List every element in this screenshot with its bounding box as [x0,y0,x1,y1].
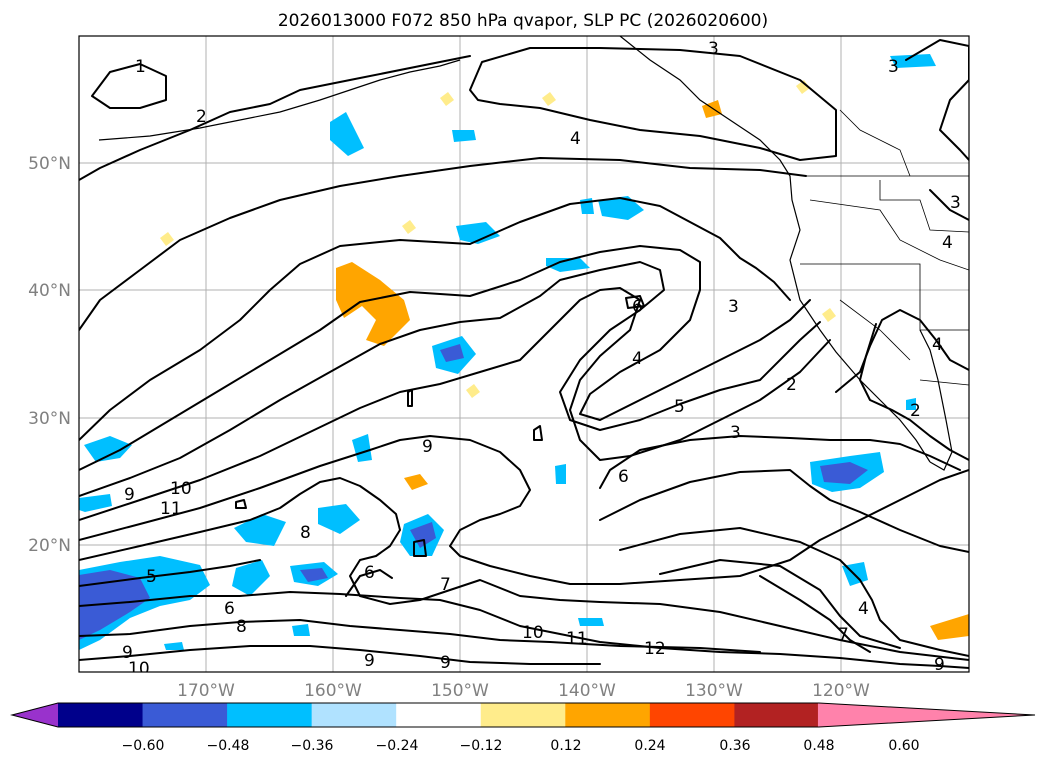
colorbar-extend-max [817,703,1035,727]
contour-label: 3 [888,57,899,77]
contour-label: 9 [122,643,133,663]
contour-label: 6 [618,467,629,487]
colorbar-segment [311,703,397,727]
contour-label: 2 [910,401,921,421]
lon-label: 160°W [304,681,362,701]
colorbar-tick: 0.24 [634,738,665,754]
colorbar-tick: −0.60 [122,738,165,754]
contour-label: 4 [570,129,581,149]
contour-label: 11 [160,499,182,519]
contour-label: 3 [730,423,741,443]
colorbar-extend-min [12,703,59,727]
colorbar-tick: 0.60 [888,738,919,754]
lon-label: 150°W [431,681,489,701]
colorbar-tick: 0.48 [803,738,834,754]
qvapor-shading [79,54,969,650]
colorbar-segment [58,703,144,727]
slp-contours [79,39,969,669]
contour-label: 9 [124,485,135,505]
colorbar-outline [10,702,1036,728]
contour-label: 7 [838,625,849,645]
contour-label: 6 [224,599,235,619]
figure-title: 2026013000 F072 850 hPa qvapor, SLP PC (… [278,11,768,31]
colorbar-segment [649,703,735,727]
map-frame [78,35,970,673]
contour-label: 10 [170,479,192,499]
colorbar [10,702,1036,728]
colorbar-segment [734,703,820,727]
contour-label: 8 [300,523,311,543]
contour-label: 3 [728,297,739,317]
contour-label: 4 [858,599,869,619]
contour-label: 9 [934,655,945,675]
contour-label: 3 [950,193,961,213]
coastlines [98,36,969,471]
contour-label: 11 [566,629,588,649]
lat-label: 20°N [28,536,71,556]
contour-labels: 1 2 3 4 3 3 4 6 3 4 4 2 5 2 3 9 6 9 10 1… [122,39,961,679]
colorbar-segment [480,703,566,727]
contour-label: 1 [135,57,146,77]
lat-label: 40°N [28,281,71,301]
lat-label: 30°N [28,409,71,429]
contour-label: 4 [632,349,643,369]
colorbar-tick: 0.12 [550,738,581,754]
contour-label: 5 [146,567,157,587]
contour-label: 7 [440,575,451,595]
colorbar-tick: −0.36 [291,738,334,754]
colorbar-tick: −0.48 [207,738,250,754]
colorbar-segment [396,703,482,727]
lon-label: 170°W [177,681,235,701]
lat-label: 50°N [28,154,71,174]
lon-label: 130°W [685,681,743,701]
colorbar-segment [227,703,313,727]
latitude-labels: 50°N 40°N 30°N 20°N [28,154,71,556]
colorbar-segment [565,703,651,727]
contour-label: 5 [674,397,685,417]
contour-label: 9 [440,653,451,673]
contour-label: 3 [708,39,719,59]
graticule [79,36,969,672]
contour-label: 10 [128,659,150,679]
contour-label: 6 [632,297,643,317]
contour-label: 6 [364,563,375,583]
colorbar-segment [142,703,228,727]
contour-label: 8 [236,617,247,637]
colorbar-tick: −0.24 [376,738,419,754]
contour-label: 12 [644,639,666,659]
colorbar-ticks: −0.60 −0.48 −0.36 −0.24 −0.12 0.12 0.24 … [122,738,920,754]
colorbar-tick: −0.12 [460,738,503,754]
contour-label: 9 [364,651,375,671]
longitude-labels: 170°W 160°W 150°W 140°W 130°W 120°W [177,681,870,701]
map-panel: 1 2 3 4 3 3 4 6 3 4 4 2 5 2 3 9 6 9 10 1… [78,35,970,679]
contour-label: 2 [786,375,797,395]
contour-label: 4 [942,233,953,253]
contour-label: 10 [522,623,544,643]
contour-label: 9 [422,437,433,457]
contour-label: 4 [932,335,943,355]
lon-label: 120°W [812,681,870,701]
contour-label: 2 [196,107,207,127]
colorbar-tick: 0.36 [719,738,750,754]
lon-label: 140°W [558,681,616,701]
